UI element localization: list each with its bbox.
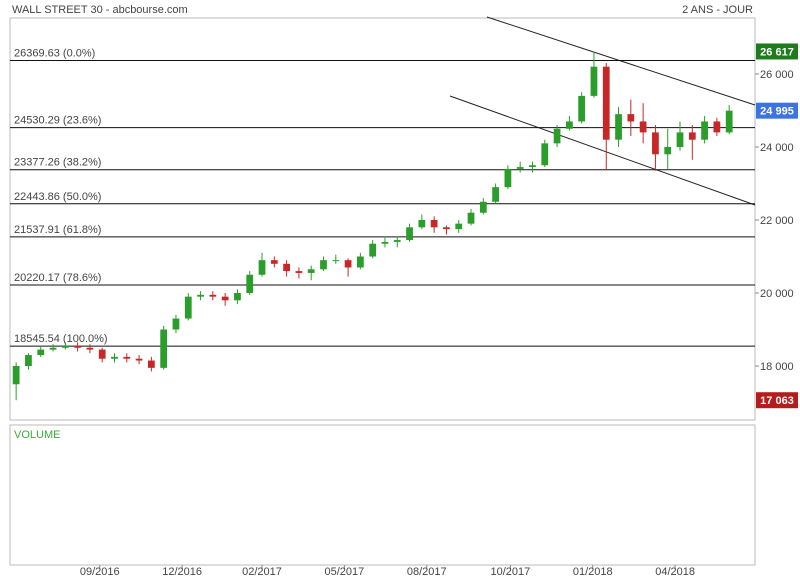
fib-label: 20220.17 (78.6%) — [14, 272, 101, 284]
candle-body — [443, 227, 450, 230]
candle-body — [221, 296, 229, 301]
candle-body — [258, 260, 266, 275]
y-tick-label: 18 000 — [760, 361, 794, 373]
period-label: 2 ANS - JOUR — [682, 4, 753, 16]
candle-body — [652, 132, 659, 155]
fib-label: 24530.29 (23.6%) — [14, 115, 101, 127]
volume-label: VOLUME — [14, 429, 60, 441]
candle-body — [467, 212, 475, 224]
value-tag — [756, 102, 798, 119]
candle-body — [393, 240, 401, 242]
fib-label: 26369.63 (0.0%) — [14, 48, 95, 60]
volume-panel — [9, 424, 756, 566]
candle-body — [553, 128, 561, 144]
value-tag-label: 24 995 — [760, 106, 794, 118]
value-tag-label: 17 063 — [760, 395, 794, 407]
x-tick-label: 10/2017 — [490, 566, 530, 578]
candle-body — [664, 146, 672, 155]
x-tick-label: 01/2018 — [573, 566, 613, 578]
candle-body — [418, 220, 426, 228]
candle-body — [455, 223, 463, 230]
x-tick-label: 05/2017 — [325, 566, 365, 578]
y-tick-label: 24 000 — [760, 142, 794, 154]
candle-body — [639, 121, 647, 133]
candle-body — [344, 260, 352, 268]
candle-body — [25, 355, 32, 367]
candle-body — [12, 366, 20, 385]
candle-body — [160, 329, 168, 368]
candle-body — [676, 132, 684, 147]
candle-body — [332, 260, 340, 262]
plot-layer: 26369.63 (0.0%) 24530.29 (23.6%) 23377.26 … — [10, 43, 798, 578]
value-tag — [756, 43, 798, 60]
candle-body — [369, 243, 377, 257]
candle-body — [111, 356, 118, 359]
candle-body — [565, 121, 573, 129]
fib-label: 23377.26 (38.2%) — [14, 157, 101, 169]
candle-body — [295, 271, 303, 273]
candle-body — [529, 165, 536, 168]
value-tag-label: 26 617 — [760, 46, 794, 58]
candle-body — [246, 274, 254, 294]
candle-body — [516, 167, 524, 169]
candle-body — [541, 143, 549, 166]
candle-body — [602, 66, 610, 140]
chart-title: WALL STREET 30 - abcbourse.com — [12, 4, 188, 16]
x-tick-label: 12/2016 — [162, 566, 202, 578]
candle-body — [356, 256, 364, 268]
candle-body — [86, 347, 94, 350]
candle-body — [123, 356, 131, 359]
candle-body — [713, 121, 721, 133]
candle-body — [688, 132, 696, 140]
fib-label: 21537.91 (61.8%) — [14, 224, 101, 236]
candle-body — [578, 95, 586, 122]
candle-body — [627, 114, 635, 122]
y-tick-label: 26 000 — [760, 69, 794, 81]
trend-line — [449, 95, 756, 206]
candle-body — [37, 349, 45, 356]
candle-body — [504, 168, 512, 188]
candle-body — [270, 260, 278, 264]
candle-body — [135, 358, 143, 361]
candle-body — [184, 296, 192, 319]
x-tick-label: 04/2018 — [655, 566, 695, 578]
candle-body — [430, 220, 438, 228]
candle-body — [406, 227, 413, 241]
value-tag — [756, 392, 798, 409]
candle-body — [172, 318, 180, 330]
candle-body — [209, 294, 217, 297]
candle-body — [307, 269, 315, 273]
candle-body — [492, 187, 499, 202]
candle-body — [381, 241, 389, 244]
candle-body — [98, 349, 106, 359]
candle-body — [320, 260, 327, 270]
candle-body — [701, 121, 708, 140]
candle-body — [197, 294, 204, 297]
candle-body — [147, 360, 155, 368]
candle-body — [49, 347, 57, 350]
candle-body — [590, 66, 598, 96]
y-tick-label: 22 000 — [760, 215, 794, 227]
candle-body — [479, 201, 487, 213]
price-panel — [9, 17, 756, 421]
candle-body — [283, 263, 290, 272]
candle-body — [61, 345, 69, 348]
x-tick-label: 08/2017 — [407, 566, 447, 578]
fib-label: 18545.54 (100.0%) — [14, 333, 108, 345]
y-tick-label: 20 000 — [760, 288, 794, 300]
candle-body — [615, 114, 622, 140]
candle-body — [234, 293, 241, 301]
candle-body — [74, 345, 81, 348]
candle-body — [725, 110, 733, 133]
x-tick-label: 09/2016 — [80, 566, 120, 578]
x-tick-label: 02/2017 — [242, 566, 282, 578]
fib-label: 22443.86 (50.0%) — [14, 191, 101, 203]
